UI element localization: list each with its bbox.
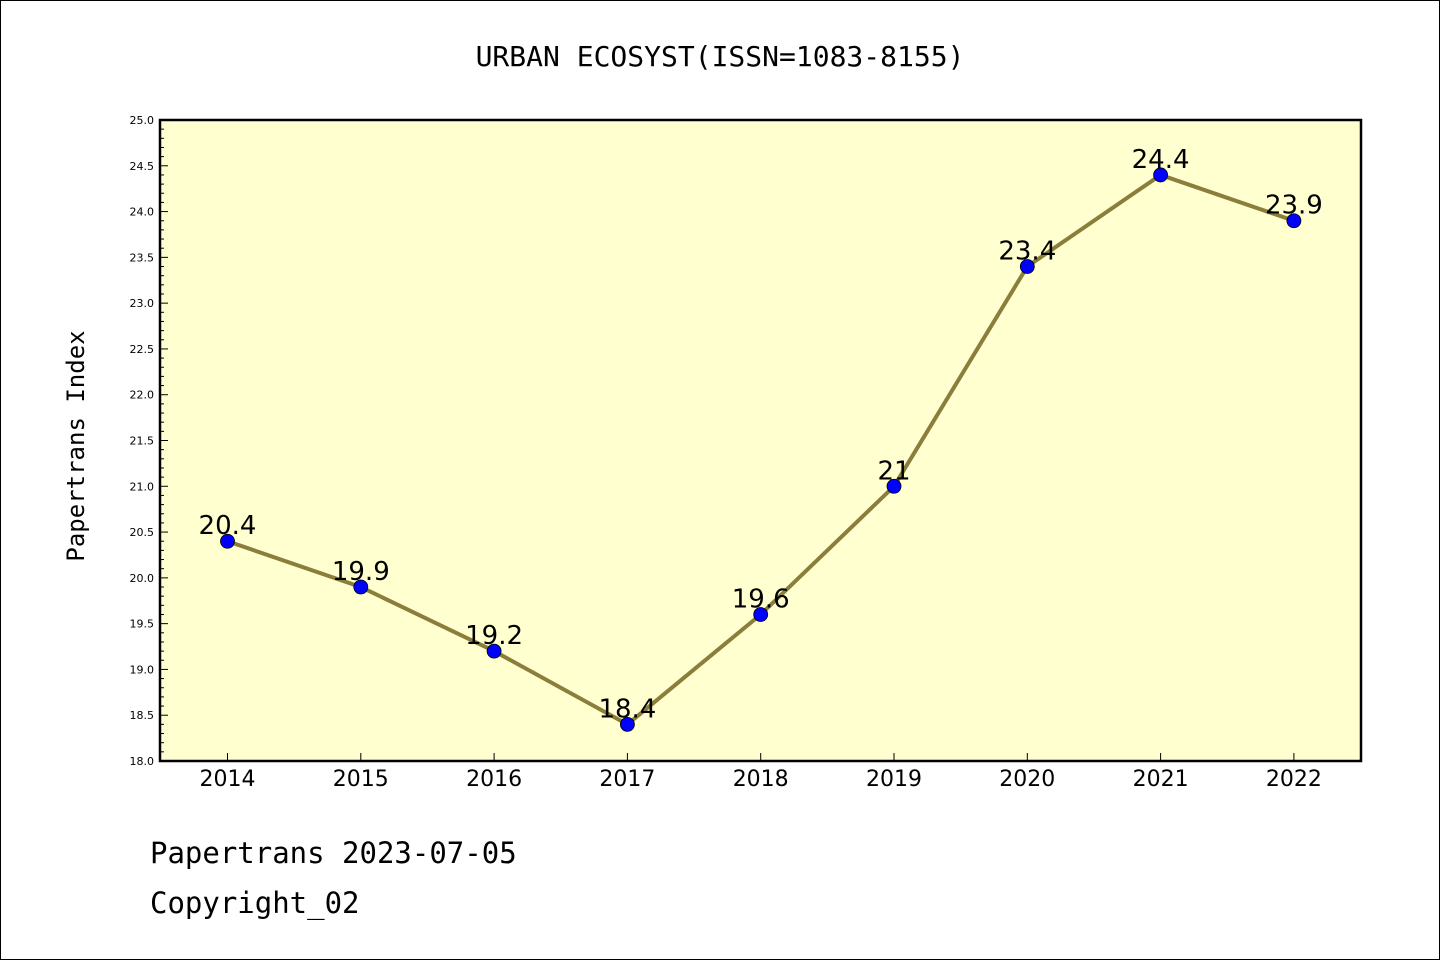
x-axis: 2014 2015 2016 2017 2018 2019 2020 2021 2022 <box>200 753 1322 792</box>
x-tick-label: 2016 <box>466 767 522 792</box>
data-point <box>620 716 635 732</box>
data-label: 19.6 <box>732 584 790 614</box>
series-layer: 20.4 19.9 19.2 18.4 19.6 21 23.4 24.4 23.9 <box>199 145 1323 732</box>
footer-date: Papertrans 2023-07-05 <box>150 836 517 870</box>
data-label: 19.9 <box>332 557 390 587</box>
data-label: 18.4 <box>598 694 656 724</box>
y-tick-label: 18.5 <box>130 709 155 722</box>
y-tick-label: 21.5 <box>130 435 155 448</box>
data-point <box>220 533 235 549</box>
plot-area <box>158 118 1363 763</box>
chart-title: URBAN ECOSYST(ISSN=1083-8155) <box>476 40 965 73</box>
x-tick-label: 2020 <box>999 767 1055 792</box>
data-point <box>1153 167 1168 183</box>
x-tick-label: 2015 <box>333 767 389 792</box>
y-tick-label: 21.0 <box>130 480 155 493</box>
y-axis: 18.0 18.5 19.0 19.5 20.0 20.5 21.0 21.5 22.0 22.5… <box>130 114 168 768</box>
x-tick-label: 2019 <box>866 767 922 792</box>
data-label: 20.4 <box>199 511 257 541</box>
data-label: 21 <box>877 456 910 486</box>
data-label: 23.9 <box>1265 191 1323 221</box>
data-point <box>886 478 902 494</box>
y-tick-label: 25.0 <box>130 114 155 127</box>
y-tick-label: 20.5 <box>130 526 155 539</box>
x-tick-label: 2017 <box>599 767 655 792</box>
data-point <box>753 607 769 622</box>
y-tick-label: 22.5 <box>130 343 155 356</box>
y-tick-label: 23.0 <box>130 297 155 310</box>
data-label: 24.4 <box>1132 145 1190 175</box>
x-tick-label: 2021 <box>1133 767 1189 792</box>
y-tick-label: 20.0 <box>130 572 155 585</box>
data-point <box>486 643 502 659</box>
x-tick-label: 2022 <box>1266 767 1322 792</box>
y-tick-label: 19.0 <box>130 663 155 676</box>
footer-copyright: Copyright_02 <box>150 886 360 920</box>
data-point <box>1019 259 1035 274</box>
data-point <box>353 579 369 595</box>
y-tick-label: 24.5 <box>130 160 155 173</box>
y-axis-label: Papertrans Index <box>62 330 90 561</box>
x-tick-label: 2014 <box>200 767 256 792</box>
data-label: 23.4 <box>998 237 1056 267</box>
y-tick-label: 23.5 <box>130 251 155 264</box>
y-tick-label: 22.0 <box>130 389 155 402</box>
x-tick-label: 2018 <box>733 767 789 792</box>
y-tick-label: 18.0 <box>130 755 155 768</box>
data-point <box>1286 213 1302 229</box>
y-tick-label: 19.5 <box>130 618 155 631</box>
data-label: 19.2 <box>465 621 523 651</box>
y-tick-label: 24.0 <box>130 206 155 219</box>
